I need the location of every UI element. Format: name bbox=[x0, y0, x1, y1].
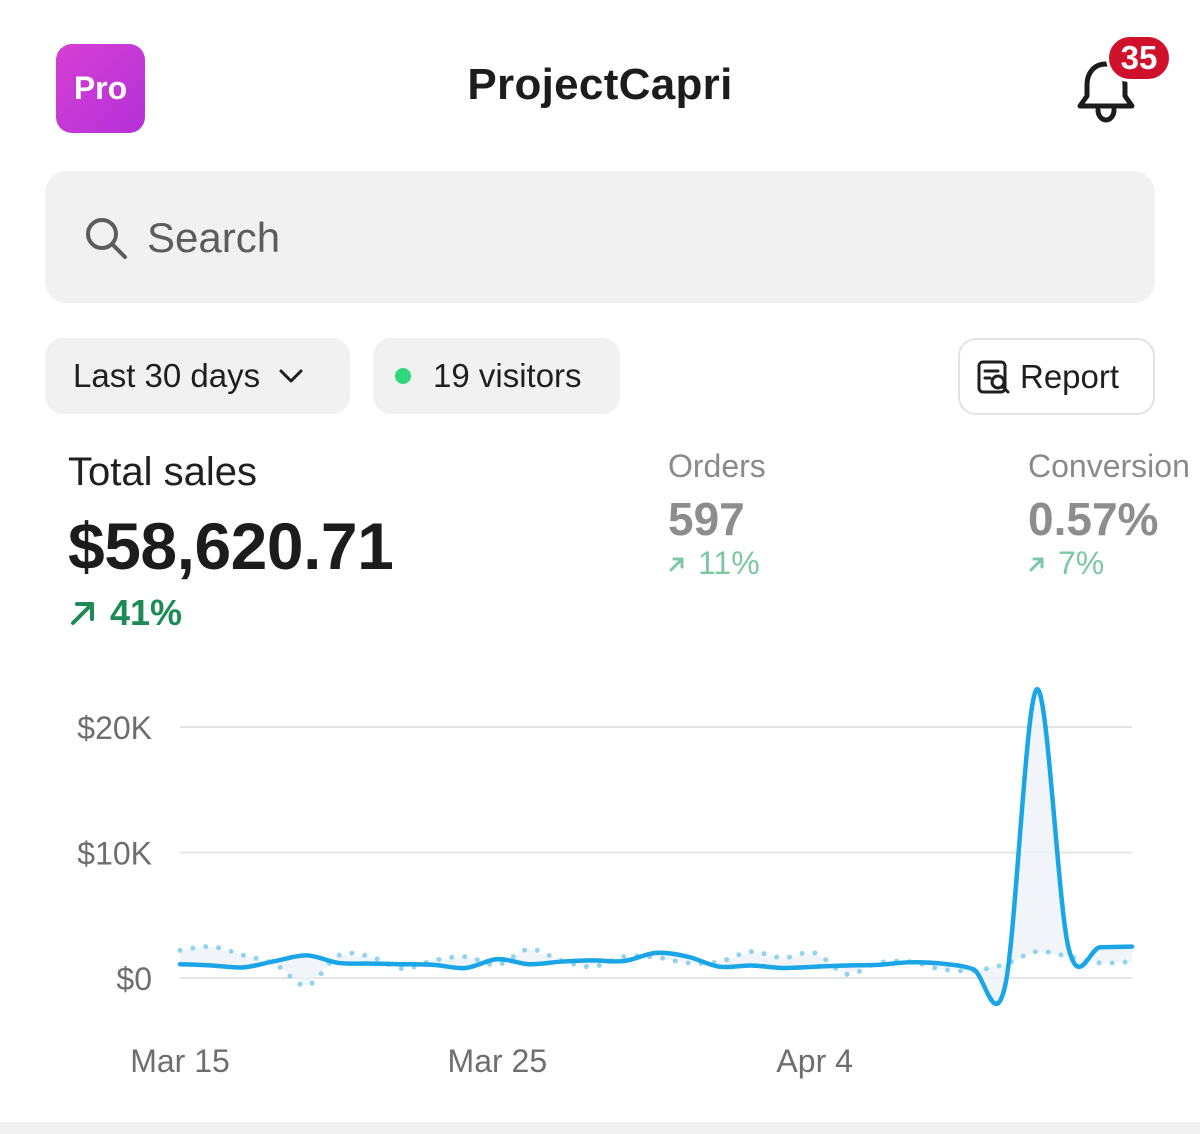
search-input[interactable] bbox=[145, 205, 1109, 271]
total-sales-value: $58,620.71 bbox=[68, 509, 394, 583]
conversion-trend: 7% bbox=[1028, 545, 1104, 582]
y-tick-label: $0 bbox=[116, 961, 152, 997]
sales-line-chart: $20K $10K $0 Mar 15 Mar 25 Apr 4 bbox=[77, 687, 1135, 1079]
conversion-value: 0.57% bbox=[1028, 493, 1159, 545]
report-label: Report bbox=[1020, 357, 1120, 395]
conversion-change: 7% bbox=[1058, 545, 1105, 581]
search-bar[interactable] bbox=[45, 171, 1155, 303]
orders-label[interactable]: Orders bbox=[668, 448, 766, 484]
x-tick-label: Apr 4 bbox=[776, 1043, 852, 1079]
trend-up-icon bbox=[669, 557, 684, 571]
visitors-label: 19 visitors bbox=[433, 357, 582, 394]
orders-value: 597 bbox=[668, 493, 745, 545]
orders-change: 11% bbox=[698, 545, 760, 581]
app-title: ProjectCapri bbox=[467, 60, 733, 109]
sales-series-line bbox=[177, 687, 1135, 1007]
trend-up-icon bbox=[1029, 557, 1044, 571]
bottom-divider bbox=[0, 1122, 1200, 1134]
series-difference-area bbox=[180, 689, 1132, 1004]
live-status-dot bbox=[395, 368, 411, 384]
y-tick-label: $20K bbox=[77, 710, 152, 746]
chevron-down-icon bbox=[279, 369, 303, 383]
date-range-dropdown[interactable]: Last 30 days bbox=[45, 338, 350, 414]
total-sales-trend: 41% bbox=[68, 592, 182, 634]
trend-up-icon bbox=[71, 602, 94, 625]
report-search-icon bbox=[977, 360, 1010, 393]
date-range-label: Last 30 days bbox=[73, 357, 261, 394]
x-tick-label: Mar 15 bbox=[130, 1043, 230, 1079]
live-visitors-button[interactable]: 19 visitors bbox=[373, 338, 620, 414]
total-sales-change: 41% bbox=[110, 592, 183, 633]
conversion-label[interactable]: Conversion bbox=[1028, 448, 1190, 484]
search-icon bbox=[86, 218, 127, 259]
app-header: Pro ProjectCapri 35 bbox=[0, 0, 1200, 150]
notification-count-badge[interactable]: 35 bbox=[1106, 34, 1172, 82]
x-tick-label: Mar 25 bbox=[448, 1043, 548, 1079]
pro-badge[interactable]: Pro bbox=[56, 44, 145, 133]
orders-trend: 11% bbox=[668, 545, 760, 582]
report-button[interactable]: Report bbox=[958, 338, 1155, 415]
total-sales-label: Total sales bbox=[68, 450, 257, 494]
y-tick-label: $10K bbox=[77, 836, 152, 872]
